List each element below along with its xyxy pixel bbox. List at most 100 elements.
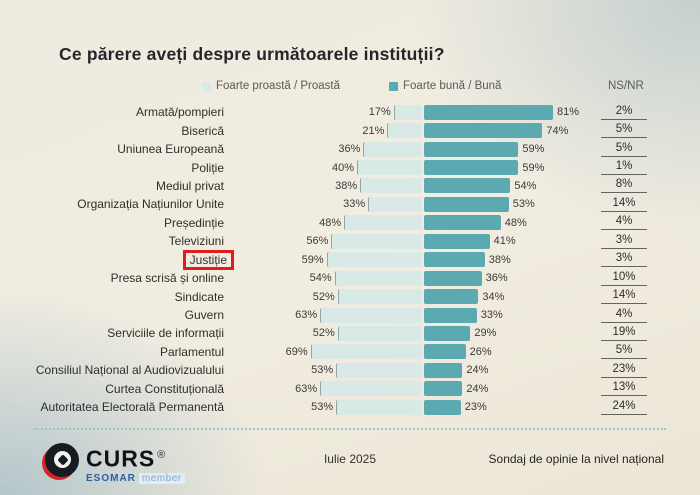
good-value-label: 33%: [480, 309, 503, 322]
bad-bar-zone: 38%: [230, 178, 422, 194]
bad-value-label: 56%: [306, 235, 329, 248]
category-label: Organizația Națiunilor Unite: [30, 197, 230, 211]
nsnr-value-label: 14%: [601, 197, 647, 212]
bad-bar: [320, 381, 422, 397]
good-bar: [424, 381, 463, 397]
good-value-label: 54%: [514, 179, 537, 192]
bad-bar-zone: 63%: [230, 307, 422, 323]
nsnr-value-label: 5%: [601, 123, 647, 139]
nsnr-cell: 4%: [589, 215, 659, 231]
legend-swatch-bad-icon: [202, 81, 211, 91]
page-title: Ce părere aveți despre următoarele insti…: [59, 44, 445, 64]
bad-bar: [387, 123, 422, 139]
bad-bar: [344, 215, 422, 231]
good-value-label: 23%: [464, 401, 487, 414]
footer-separator: [34, 428, 666, 430]
curs-logo-word: CURS ®: [86, 445, 167, 472]
category-label: Mediul privat: [30, 179, 230, 193]
category-label: Uniunea Europeană: [30, 142, 230, 156]
category-label: Televiziuni: [30, 234, 230, 248]
bad-value-label: 33%: [343, 198, 366, 211]
legend-item-bad: Foarte proastă / Proastă: [202, 80, 340, 92]
good-bar: [424, 325, 471, 341]
category-label: Autoritatea Electorală Permanentă: [30, 400, 230, 414]
category-text: Organizația Națiunilor Unite: [77, 197, 224, 212]
category-text: Curtea Constituțională: [105, 381, 224, 396]
chart-row: Mediul privat 38% 54% 8%: [0, 177, 700, 195]
bad-bar-zone: 52%: [230, 325, 422, 341]
bad-value-label: 21%: [362, 124, 385, 137]
esomar-member-label: member: [138, 472, 185, 484]
nsnr-value-label: 4%: [601, 308, 647, 323]
nsnr-value-label: 24%: [601, 400, 647, 415]
chart-row: Parlamentul 69% 26% 5%: [0, 343, 700, 361]
bad-bar-zone: 69%: [230, 344, 422, 360]
bad-value-label: 40%: [331, 161, 354, 174]
bad-bar-zone: 17%: [230, 104, 422, 120]
bad-value-label: 69%: [285, 345, 308, 358]
good-bar: [424, 270, 482, 286]
good-bar: [424, 104, 553, 120]
good-bar: [424, 178, 511, 194]
good-value-label: 41%: [493, 235, 516, 248]
nsnr-value-label: 3%: [601, 252, 647, 268]
chart-row: Sindicate 52% 34% 14%: [0, 287, 700, 305]
chart-row: Consiliul Național al Audiovizualului 53…: [0, 361, 700, 379]
category-label: Justiție: [30, 249, 234, 270]
bad-value-label: 63%: [295, 382, 318, 395]
nsnr-value-label: 5%: [601, 344, 647, 360]
bad-bar-zone: 63%: [230, 381, 422, 397]
legend-label-good: Foarte bună / Bună: [403, 80, 502, 92]
good-bar-zone: 24%: [424, 381, 579, 397]
good-bar-zone: 59%: [424, 160, 579, 176]
category-text: Guvern: [184, 308, 224, 323]
nsnr-cell: 10%: [589, 271, 659, 286]
nsnr-value-label: 5%: [601, 142, 647, 157]
chart-row: Armată/pompieri 17% 81% 2%: [0, 103, 700, 121]
nsnr-value-label: 4%: [601, 215, 647, 231]
chart-row: Serviciile de informații 52% 29% 19%: [0, 324, 700, 342]
good-bar: [424, 123, 543, 139]
good-value-label: 81%: [556, 106, 579, 119]
good-bar-zone: 59%: [424, 141, 579, 157]
category-text: Presa scrisă și online: [110, 271, 224, 286]
nsnr-cell: 3%: [589, 252, 659, 268]
bad-bar-zone: 53%: [230, 399, 422, 415]
good-bar-zone: 53%: [424, 196, 579, 212]
category-label: Parlamentul: [30, 345, 230, 359]
good-bar-zone: 34%: [424, 289, 579, 305]
nsnr-cell: 23%: [589, 363, 659, 378]
bad-bar: [393, 104, 422, 120]
bad-bar-zone: 54%: [230, 270, 422, 286]
good-bar-zone: 36%: [424, 270, 579, 286]
good-bar: [424, 252, 485, 268]
good-bar-zone: 54%: [424, 178, 579, 194]
good-value-label: 24%: [466, 364, 489, 377]
bad-bar-zone: 40%: [230, 160, 422, 176]
category-label: Consiliul Național al Audiovizualului: [30, 363, 230, 377]
nsnr-cell: 24%: [589, 400, 659, 415]
good-value-label: 34%: [482, 290, 505, 303]
category-text: Consiliul Național al Audiovizualului: [35, 363, 224, 378]
nsnr-cell: 14%: [589, 289, 659, 305]
esomar-line: ESOMAR member: [86, 472, 185, 484]
legend-swatch-good-icon: [389, 81, 398, 91]
nsnr-cell: 4%: [589, 308, 659, 323]
bad-value-label: 17%: [368, 106, 391, 119]
good-bar-zone: 74%: [424, 123, 579, 139]
category-label: Biserică: [30, 124, 230, 138]
bad-bar: [363, 141, 422, 157]
chart-rows: Armată/pompieri 17% 81% 2% Biserică 21% …: [0, 103, 700, 416]
category-text: Uniunea Europeană: [117, 142, 224, 157]
bad-bar: [357, 160, 422, 176]
legend-label-nsnr: NS/NR: [608, 80, 644, 92]
legend-item-good: Foarte bună / Bună: [389, 80, 501, 92]
good-value-label: 59%: [522, 143, 545, 156]
bad-bar: [368, 196, 422, 212]
good-bar-zone: 24%: [424, 362, 579, 378]
bad-value-label: 52%: [312, 290, 335, 303]
curs-logo: CURS ® ESOMAR member: [42, 443, 185, 484]
category-text: Serviciile de informații: [107, 326, 224, 341]
curs-logo-icon: [42, 443, 79, 480]
